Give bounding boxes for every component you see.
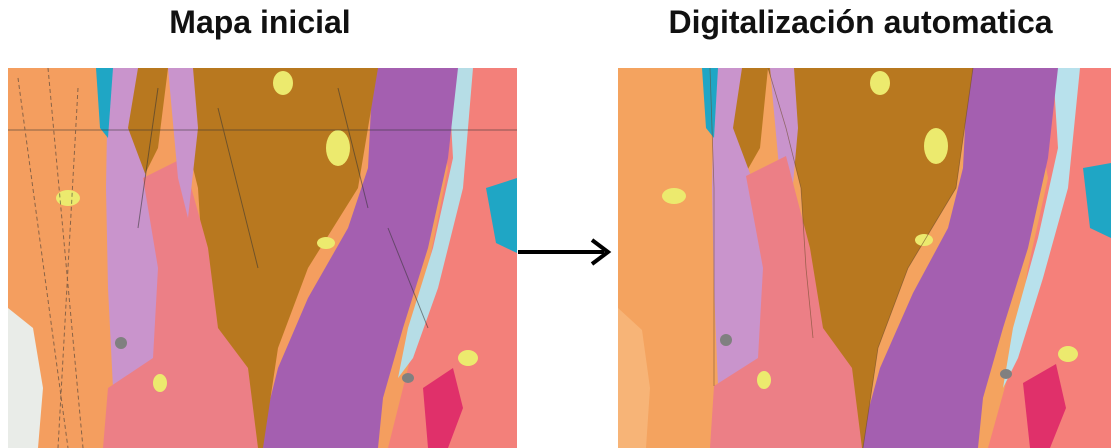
right-arrow-icon bbox=[518, 238, 612, 266]
right-panel-title: Digitalización automatica bbox=[668, 4, 1053, 40]
digitized-map-image bbox=[618, 68, 1111, 448]
left-panel-title: Mapa inicial bbox=[169, 4, 351, 40]
initial-map-image bbox=[8, 68, 517, 448]
